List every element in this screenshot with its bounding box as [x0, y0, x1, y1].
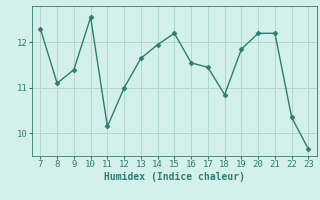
X-axis label: Humidex (Indice chaleur): Humidex (Indice chaleur)	[104, 172, 245, 182]
